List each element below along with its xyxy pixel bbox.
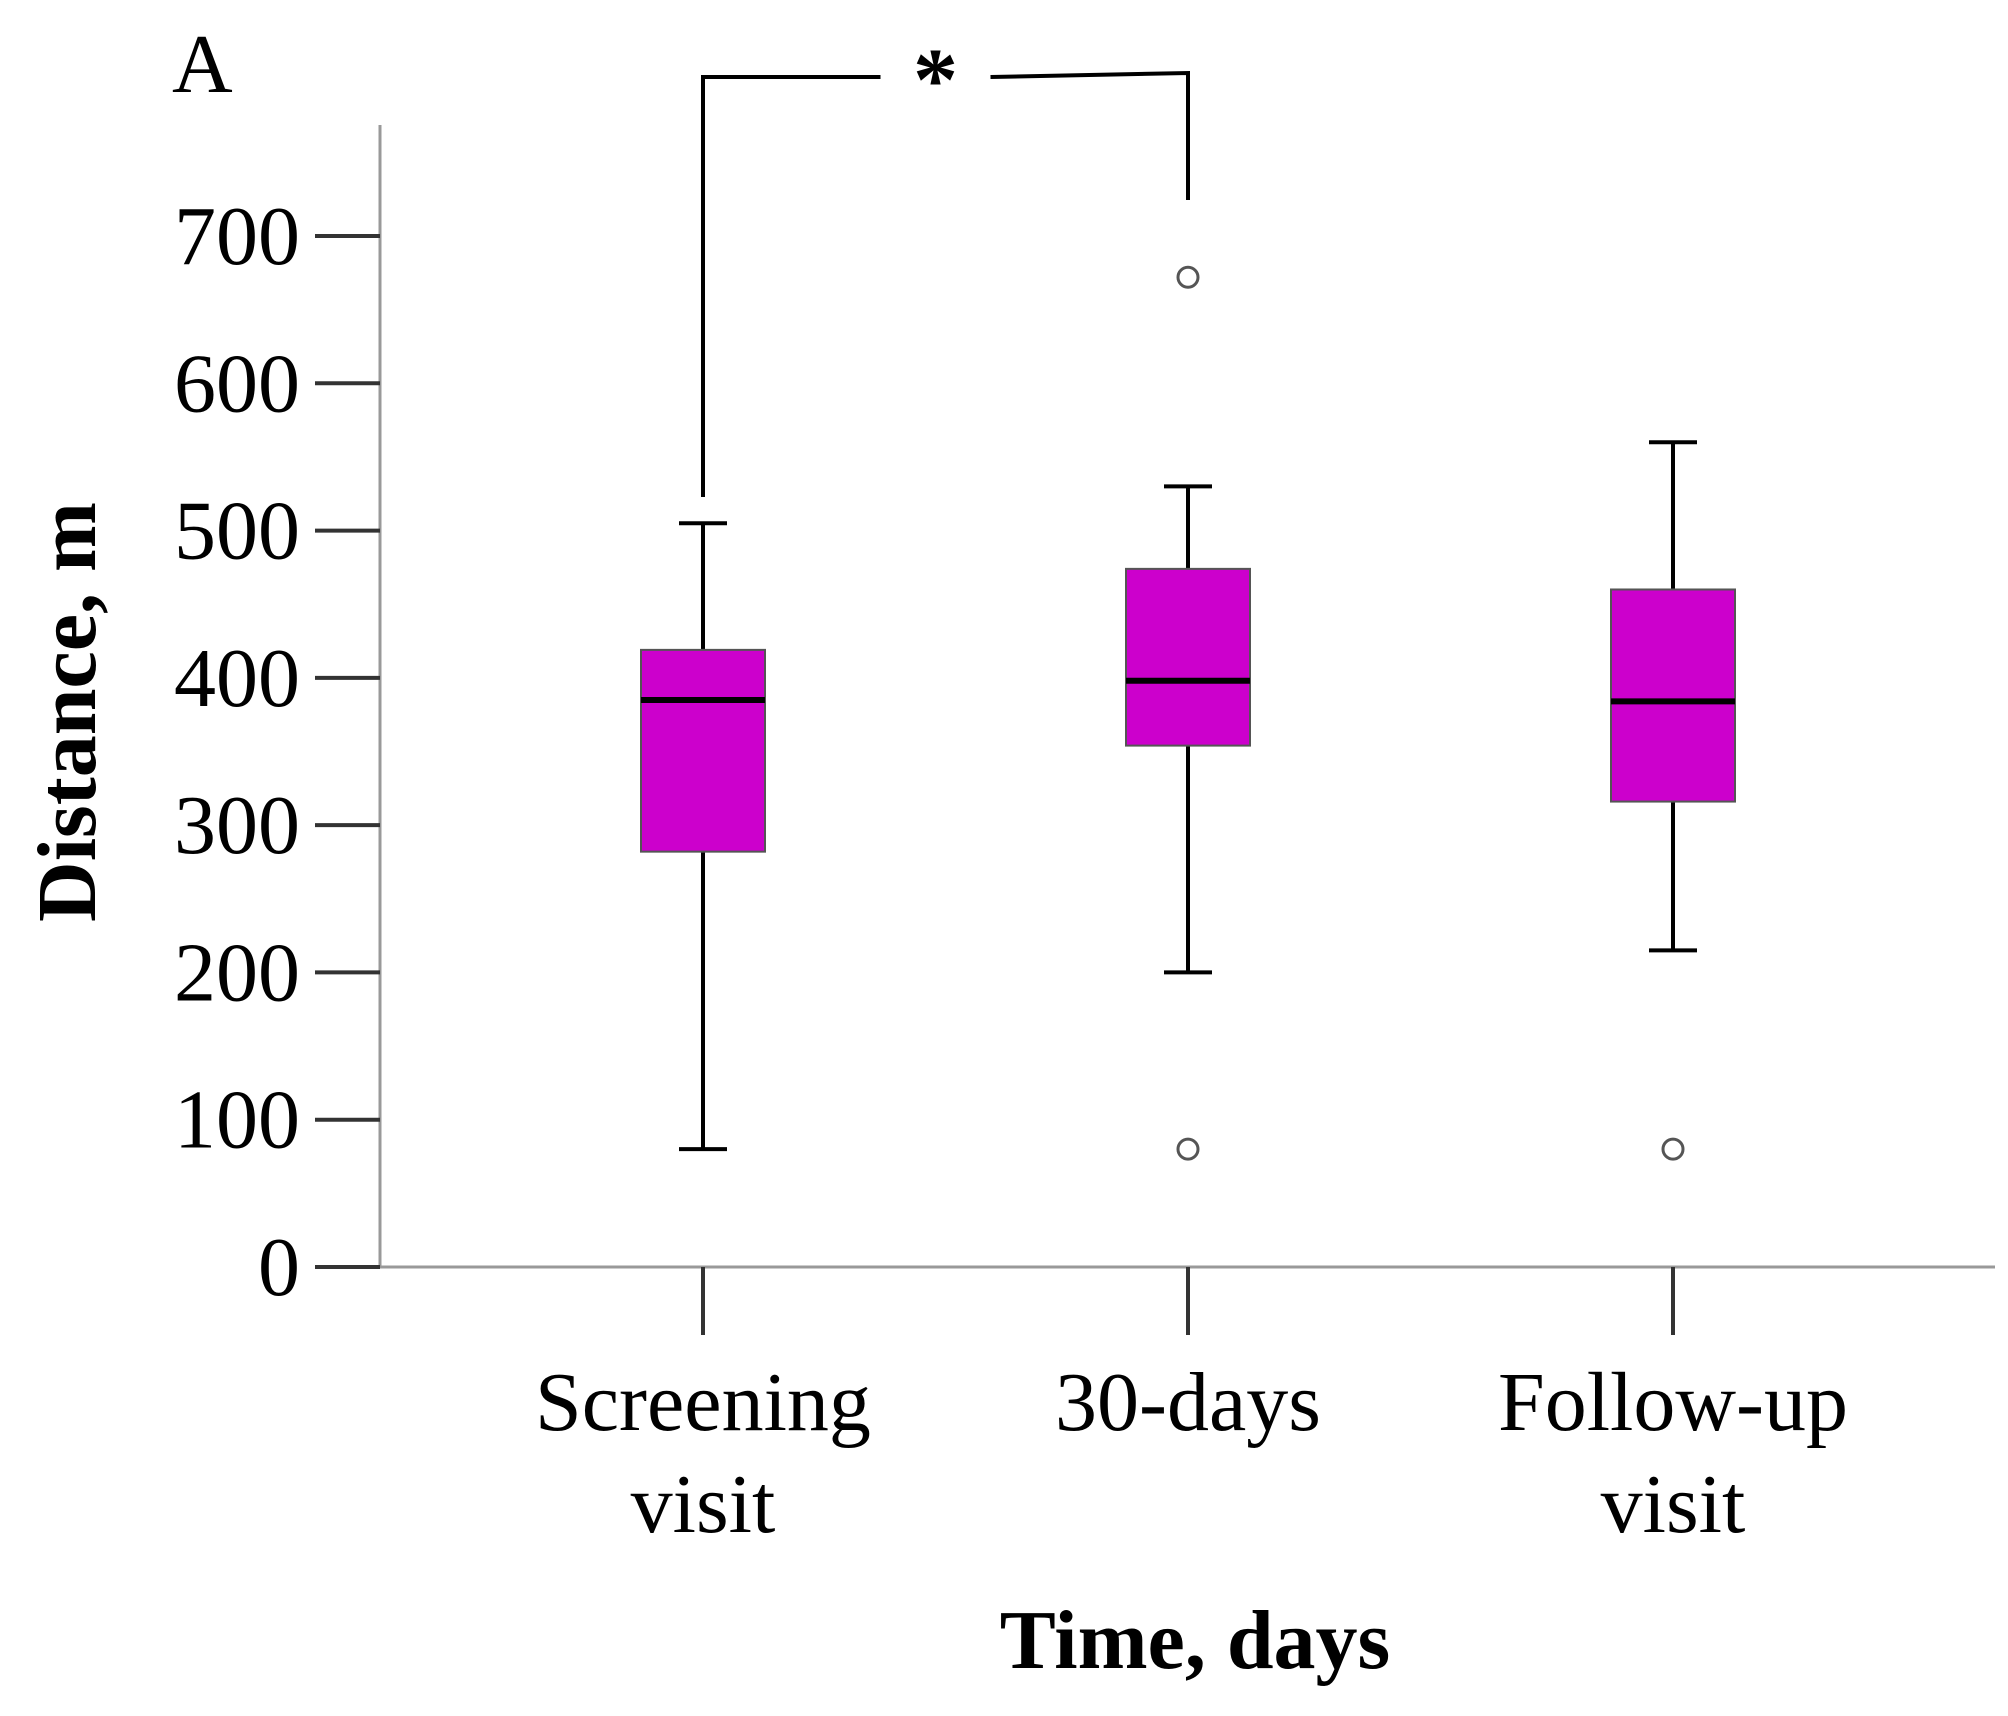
iqr-box bbox=[640, 648, 766, 853]
y-tick-label: 500 bbox=[174, 485, 300, 578]
bracket-left bbox=[701, 75, 881, 497]
x-tick-label: 30-days bbox=[1055, 1356, 1321, 1449]
bracket-right bbox=[990, 70, 1190, 200]
panel-label: A bbox=[172, 18, 233, 111]
outlier-point bbox=[1176, 1137, 1200, 1161]
iqr-box bbox=[1125, 567, 1251, 747]
y-tick-label: 300 bbox=[174, 779, 300, 872]
y-tick-label: 400 bbox=[174, 632, 300, 725]
x-tick-label: Follow-up bbox=[1498, 1356, 1848, 1449]
iqr-box bbox=[1610, 588, 1736, 803]
x-tick-label: Screening bbox=[535, 1356, 871, 1449]
y-tick-label: 100 bbox=[174, 1074, 300, 1167]
x-tick-label: visit bbox=[1601, 1458, 1746, 1551]
y-tick-label: 700 bbox=[174, 190, 300, 283]
significance-bracket: * bbox=[701, 31, 1190, 497]
y-ticks: 0 100 200 300 400 500 600 700 bbox=[174, 190, 380, 1314]
x-axis-title: Time, days bbox=[1000, 1594, 1391, 1687]
y-tick-label: 0 bbox=[258, 1221, 300, 1314]
box-group: 30-days bbox=[1055, 265, 1321, 1449]
y-tick-label: 200 bbox=[174, 926, 300, 1019]
y-tick-label: 600 bbox=[174, 337, 300, 430]
y-axis-title: Distance, m bbox=[21, 502, 114, 922]
outlier-point bbox=[1661, 1137, 1685, 1161]
outlier-point bbox=[1176, 265, 1200, 289]
significance-label: * bbox=[913, 31, 958, 130]
x-tick-label: visit bbox=[631, 1458, 776, 1551]
